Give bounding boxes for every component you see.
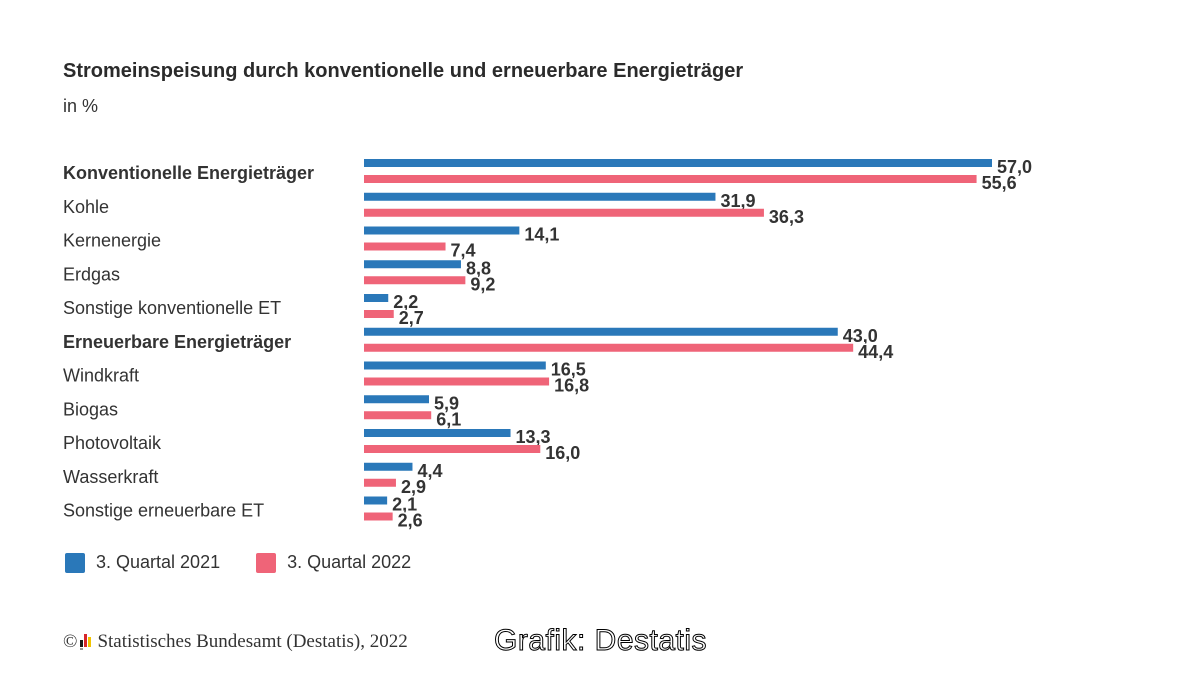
legend-item-2022: 3. Quartal 2022 bbox=[256, 552, 411, 573]
category-label: Kernenergie bbox=[63, 231, 161, 251]
value-label: 2,2 bbox=[393, 292, 418, 312]
category-label: Sonstige konventionelle ET bbox=[63, 298, 281, 318]
value-label: 8,8 bbox=[466, 258, 491, 278]
chart-title: Stromeinspeisung durch konventionelle un… bbox=[63, 60, 744, 82]
legend-swatch-2021 bbox=[65, 552, 85, 573]
bar-2022 bbox=[364, 175, 977, 183]
value-label: 2,1 bbox=[392, 495, 417, 515]
bar-2021 bbox=[364, 361, 546, 370]
legend-swatch-2022 bbox=[256, 552, 277, 573]
value-label: 57,0 bbox=[997, 157, 1032, 177]
bar-2022 bbox=[364, 276, 466, 285]
value-label: 9,2 bbox=[470, 274, 495, 294]
bar-2022 bbox=[364, 478, 396, 487]
bar-2021 bbox=[364, 496, 388, 505]
value-label: 2,7 bbox=[399, 308, 424, 328]
category-label: Erdgas bbox=[63, 264, 120, 284]
legend-label-2021: 3. Quartal 2021 bbox=[96, 552, 221, 572]
destatis-logo-icon bbox=[80, 633, 92, 650]
bar-2022 bbox=[364, 445, 541, 453]
category-label: Erneuerbare Energieträger bbox=[63, 332, 291, 352]
bar-2022 bbox=[364, 310, 394, 318]
bar-2021 bbox=[364, 462, 413, 471]
copyright-icon: © bbox=[63, 631, 78, 652]
bar-2021 bbox=[364, 395, 430, 404]
value-label: 31,9 bbox=[720, 191, 755, 211]
bar-2021 bbox=[364, 327, 838, 336]
value-label: 2,6 bbox=[398, 511, 423, 531]
legend-label-2022: 3. Quartal 2022 bbox=[287, 552, 412, 572]
bar-2021 bbox=[364, 159, 992, 167]
value-label: 36,3 bbox=[769, 207, 804, 227]
chart-subtitle: in % bbox=[63, 96, 99, 116]
value-label: 16,5 bbox=[551, 360, 586, 380]
graphic-credit: Grafik: Destatis bbox=[493, 624, 708, 658]
value-label: 7,4 bbox=[451, 241, 476, 261]
category-label: Kohle bbox=[63, 197, 109, 217]
bar-2021 bbox=[364, 226, 520, 235]
value-label: 43,0 bbox=[843, 326, 878, 346]
bar-2022 bbox=[364, 208, 764, 217]
category-label: Biogas bbox=[63, 399, 118, 419]
category-label: Sonstige erneuerbare ET bbox=[63, 501, 264, 521]
value-label: 44,4 bbox=[858, 342, 893, 362]
value-label: 16,8 bbox=[554, 376, 589, 396]
value-label: 55,6 bbox=[982, 173, 1017, 193]
value-label: 4,4 bbox=[417, 461, 442, 481]
bar-2022 bbox=[364, 343, 854, 352]
bar-2022 bbox=[364, 411, 432, 420]
bar-2022 bbox=[364, 377, 550, 386]
bar-2021 bbox=[364, 260, 461, 269]
category-label: Windkraft bbox=[63, 366, 139, 386]
category-label: Wasserkraft bbox=[63, 467, 158, 487]
bar-2021 bbox=[364, 192, 716, 201]
value-label: 13,3 bbox=[516, 427, 551, 447]
value-label: 16,0 bbox=[545, 443, 580, 463]
value-label: 6,1 bbox=[436, 409, 461, 429]
legend-item-2021: 3. Quartal 2021 bbox=[65, 552, 220, 573]
bar-2021 bbox=[364, 294, 389, 302]
category-label: Photovoltaik bbox=[63, 433, 162, 453]
legend: 3. Quartal 2021 3. Quartal 2022 bbox=[65, 552, 447, 573]
bar-2021 bbox=[364, 429, 511, 437]
bar-2022 bbox=[364, 242, 446, 251]
value-label: 5,9 bbox=[434, 393, 459, 413]
source-text: Statistisches Bundesamt (Destatis), 2022 bbox=[97, 631, 408, 652]
value-label: 2,9 bbox=[401, 477, 426, 497]
source-footer: © Statistisches Bundesamt (Destatis), 20… bbox=[63, 631, 408, 653]
value-label: 14,1 bbox=[524, 225, 559, 245]
bar-2022 bbox=[364, 512, 393, 521]
bar-chart: Konventionelle Energieträger 57,055,6 Kohl… bbox=[63, 156, 1034, 533]
category-label: Konventionelle Energieträger bbox=[63, 163, 314, 183]
